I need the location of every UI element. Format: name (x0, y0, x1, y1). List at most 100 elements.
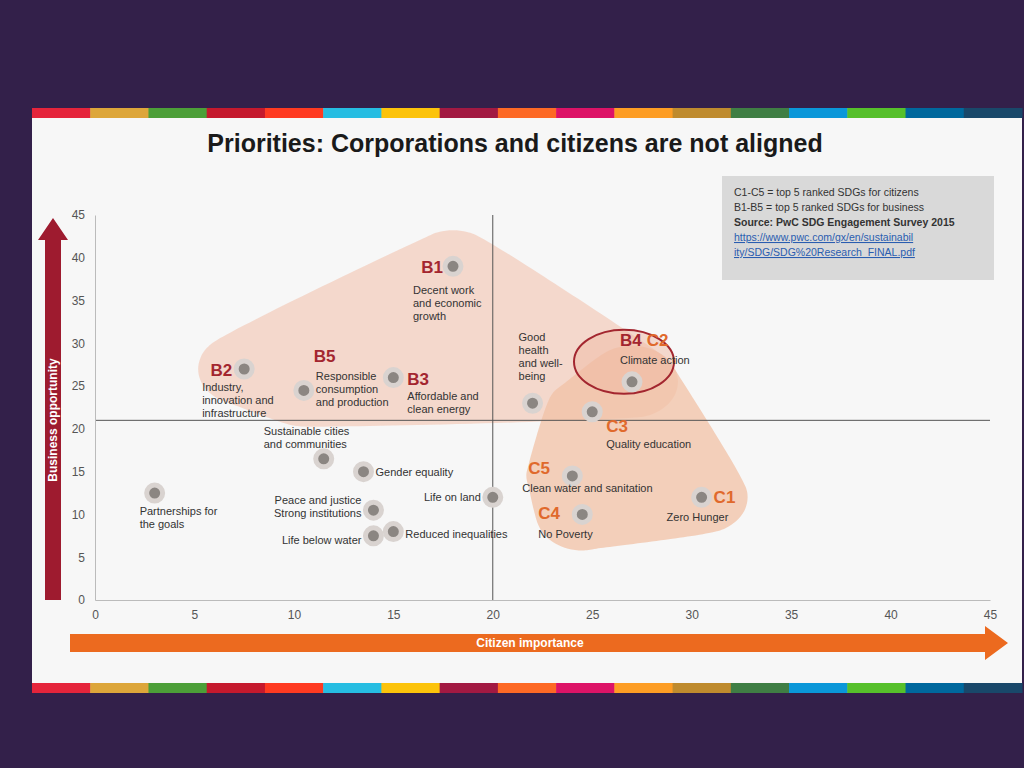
point-label-line: Sustainable cities (264, 425, 350, 437)
point (316, 451, 332, 467)
point-code-part: B5 (314, 347, 336, 366)
point-code: B2 (210, 361, 232, 380)
group-area (526, 346, 747, 551)
tick: 25 (586, 600, 600, 622)
point-code: C1 (714, 488, 736, 507)
point (385, 370, 401, 386)
tick: 30 (72, 337, 95, 351)
point-code-part: B3 (407, 370, 429, 389)
tick-label: 45 (984, 608, 998, 622)
color-stripe (265, 683, 324, 693)
point-label: Climate action (620, 354, 690, 366)
note: C1-C5 = top 5 ranked SDGs for citizens (734, 186, 919, 198)
point-label: Life below water (282, 534, 362, 546)
point-label-line: and well- (519, 357, 563, 369)
point-label-line: Clean water and sanitation (522, 482, 652, 494)
point-code-part: B1 (421, 258, 443, 277)
point-label-line: and production (316, 396, 389, 408)
point-code: C5 (528, 459, 550, 478)
tick: 5 (78, 551, 95, 565)
source-link: ity/SDG/SDG%20Research_FINAL.pdf (734, 246, 915, 258)
tick: 20 (487, 600, 501, 622)
point (296, 382, 312, 398)
tick: 15 (387, 600, 401, 622)
tick-label: 35 (785, 608, 799, 622)
color-stripe (90, 108, 149, 118)
point-label: Industry,innovation andinfrastructure (202, 381, 274, 419)
point (584, 404, 600, 420)
x-axis: 051015202530354045 (92, 600, 997, 622)
point-label-line: Responsible (316, 370, 377, 382)
point-label: Reduced inequalities (405, 528, 508, 540)
color-stripe (148, 683, 207, 693)
axis-line (95, 216, 96, 601)
y-arrow (38, 218, 68, 600)
point (574, 506, 590, 522)
point-label: Goodhealthand well-being (519, 331, 563, 382)
point-label-line: Climate action (620, 354, 690, 366)
point-label-line: Good (519, 331, 546, 343)
color-stripe (148, 108, 207, 118)
point (147, 485, 163, 501)
color-stripe (207, 108, 266, 118)
color-stripe (614, 108, 673, 118)
point (624, 374, 640, 390)
point-label-line: Zero Hunger (667, 511, 729, 523)
point-label-line: consumption (316, 383, 378, 395)
color-stripe (32, 108, 91, 118)
point (236, 361, 252, 377)
color-stripe (265, 108, 324, 118)
title: Priorities: Corporations and citizens ar… (207, 129, 822, 157)
tick: 25 (72, 379, 95, 393)
point-code: B5 (314, 347, 336, 366)
tick-label: 20 (487, 608, 501, 622)
color-stripe (731, 108, 790, 118)
x-arrow (70, 626, 1008, 660)
tick-label: 30 (72, 337, 86, 351)
point (365, 528, 381, 544)
point-code-part: C2 (647, 331, 669, 350)
point-label-line: Strong institutions (274, 507, 362, 519)
point-label: No Poverty (538, 528, 593, 540)
point (485, 489, 501, 505)
tick: 20 (72, 422, 95, 436)
color-stripe (906, 683, 965, 693)
tick: 30 (685, 600, 699, 622)
note-box: C1-C5 = top 5 ranked SDGs for citizensB1… (722, 176, 994, 280)
point-label-line: Affordable and (407, 390, 478, 402)
point-label: Quality education (606, 438, 691, 450)
tick: 0 (78, 593, 95, 607)
point (445, 258, 461, 274)
tick-label: 15 (72, 465, 86, 479)
tick: 15 (72, 465, 95, 479)
point-label-line: Life on land (424, 491, 481, 503)
color-stripe (556, 108, 615, 118)
color-stripe (964, 683, 1023, 693)
point-label-line: infrastructure (202, 407, 266, 419)
tick-label: 15 (387, 608, 401, 622)
point-label-line: Gender equality (376, 466, 454, 478)
tick-label: 30 (685, 608, 699, 622)
tick: 35 (72, 294, 95, 308)
point-code-part: C5 (528, 459, 550, 478)
tick-label: 0 (78, 593, 85, 607)
color-stripe (498, 108, 557, 118)
color-stripe (556, 683, 615, 693)
color-stripe (381, 108, 440, 118)
tick-label: 40 (72, 251, 86, 265)
y-axis: 051015202530354045 (72, 208, 96, 607)
color-stripe (381, 683, 440, 693)
point (385, 524, 401, 540)
tick: 40 (72, 251, 95, 265)
point-code-part: B4 (620, 331, 642, 350)
point-code: C3 (606, 417, 628, 436)
color-stripe (32, 683, 91, 693)
note-background (722, 176, 994, 280)
point (694, 489, 710, 505)
color-stripe (614, 683, 673, 693)
y-axis-title: Business opportunity (46, 358, 60, 482)
point-label: Life on land (424, 491, 481, 503)
color-stripe (440, 683, 499, 693)
color-stripe (323, 683, 382, 693)
point (365, 502, 381, 518)
